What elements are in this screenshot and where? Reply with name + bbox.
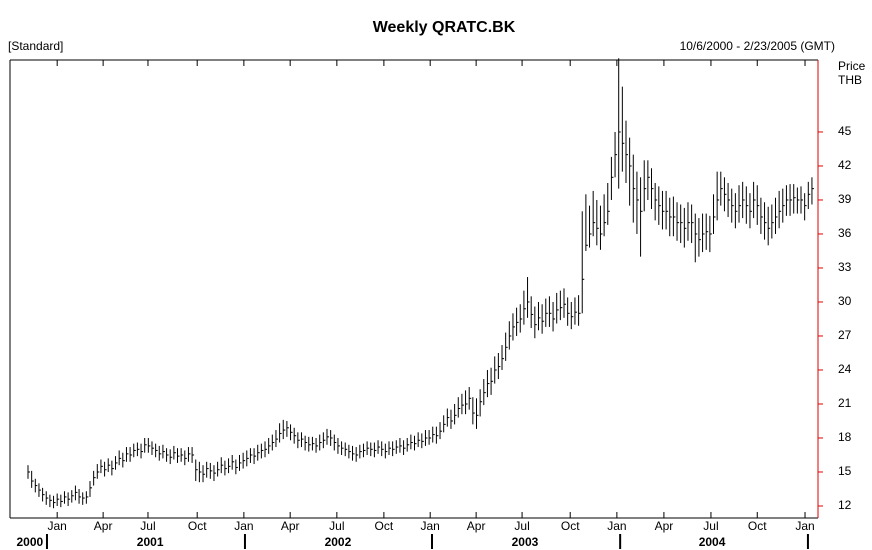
x-tick-label: Jul	[140, 519, 155, 533]
y-tick-label: 45	[838, 124, 852, 138]
x-tick-label: Oct	[375, 519, 394, 533]
y-tick-label: 33	[838, 260, 852, 274]
y-tick-label: 30	[838, 294, 852, 308]
x-tick-label: Jan	[234, 519, 253, 533]
x-tick-label: Jan	[795, 519, 814, 533]
year-label: 2000	[16, 535, 43, 549]
chart-title: Weekly QRATC.BK	[373, 19, 516, 36]
y-tick-label: 21	[838, 396, 852, 410]
year-label: 2002	[325, 535, 352, 549]
y-axis-label: Price	[838, 59, 866, 73]
y-tick-label: 36	[838, 226, 852, 240]
x-tick-label: Jul	[514, 519, 529, 533]
year-label: 2004	[699, 535, 726, 549]
x-tick-label: Jan	[421, 519, 440, 533]
x-tick-label: Jan	[48, 519, 67, 533]
x-tick-label: Apr	[467, 519, 486, 533]
y-axis-label: THB	[838, 73, 862, 87]
x-tick-label: Oct	[748, 519, 767, 533]
x-tick-label: Oct	[188, 519, 207, 533]
y-tick-label: 39	[838, 192, 852, 206]
x-tick-label: Oct	[561, 519, 580, 533]
subtitle-left: [Standard]	[8, 39, 63, 53]
subtitle-right: 10/6/2000 - 2/23/2005 (GMT)	[680, 39, 835, 53]
year-label: 2003	[512, 535, 539, 549]
x-tick-label: Jul	[703, 519, 718, 533]
x-tick-label: Apr	[94, 519, 113, 533]
y-tick-label: 42	[838, 158, 852, 172]
y-tick-label: 15	[838, 464, 852, 478]
x-tick-label: Jan	[607, 519, 626, 533]
year-label: 2001	[137, 535, 164, 549]
y-tick-label: 18	[838, 430, 852, 444]
x-tick-label: Jul	[329, 519, 344, 533]
y-tick-label: 12	[838, 498, 852, 512]
x-tick-label: Apr	[281, 519, 300, 533]
x-tick-label: Apr	[655, 519, 674, 533]
y-tick-label: 24	[838, 362, 852, 376]
y-tick-label: 27	[838, 328, 852, 342]
